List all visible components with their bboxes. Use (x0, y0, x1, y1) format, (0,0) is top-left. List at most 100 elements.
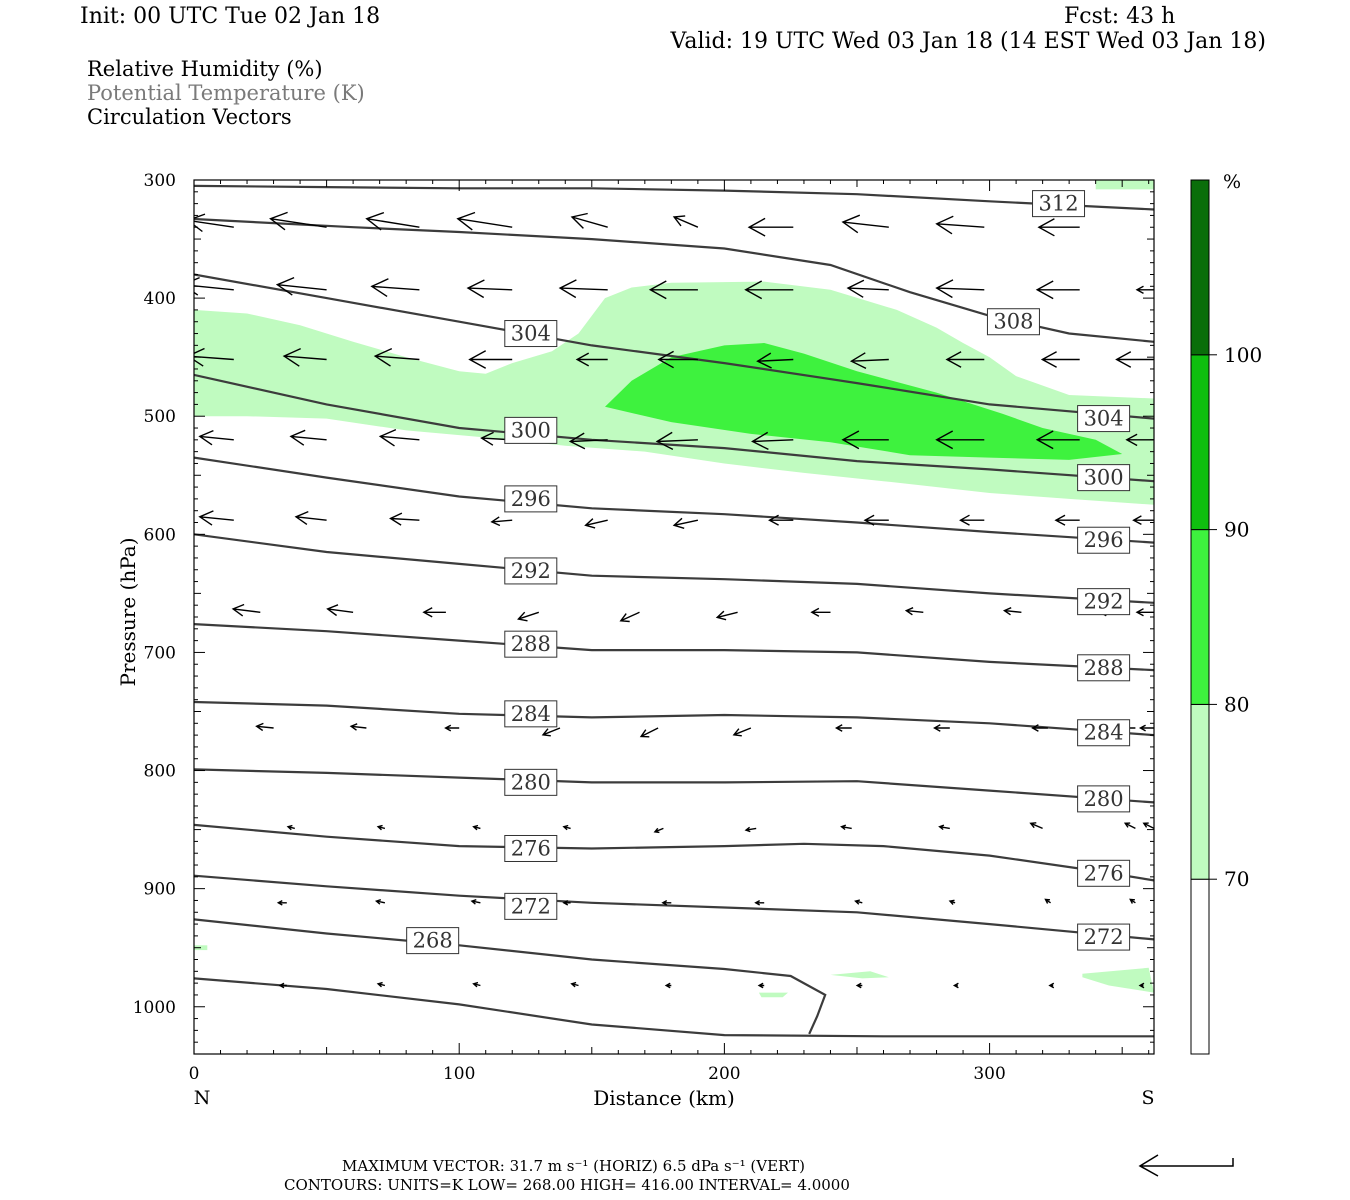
circulation-vector (289, 429, 327, 446)
circulation-vector (959, 514, 985, 526)
circulation-vector (672, 517, 699, 529)
circulation-vector (933, 724, 950, 732)
theta-label-292: 292 (1084, 590, 1124, 614)
colorbar-label: 90 (1224, 518, 1249, 542)
circulation-vector (422, 607, 446, 618)
circulation-vector (562, 824, 571, 831)
circulation-vector (1115, 351, 1154, 368)
x-end-label-north: N (194, 1087, 211, 1109)
circulation-vector (952, 982, 959, 989)
rh-region-80-1 (605, 343, 1123, 460)
circulation-vector (1029, 822, 1043, 830)
colorbar-segment (1190, 529, 1210, 705)
circulation-vector (349, 723, 367, 731)
theta-label-box-300 (1077, 464, 1131, 492)
theta-label-box-276 (1077, 859, 1131, 887)
circulation-vector (570, 981, 579, 988)
theta-label-box-280 (1077, 785, 1131, 813)
circulation-vector (194, 213, 234, 233)
theta-label-box-308 (986, 308, 1040, 336)
x-tick-label: 200 (708, 1064, 740, 1084)
y-axis-label: Pressure (hPa) (116, 538, 140, 687)
legend-circulation-vectors: Circulation Vectors (87, 105, 292, 129)
circulation-vector (282, 347, 327, 367)
circulation-vector (945, 351, 985, 368)
y-tick-label: 400 (144, 289, 176, 309)
x-tick-label: 300 (973, 1064, 1005, 1084)
circulation-vector (444, 724, 460, 732)
circulation-vector (664, 982, 672, 989)
circulation-vector (751, 431, 794, 451)
theta-contour-284 (194, 700, 1154, 737)
circulation-vector (849, 352, 889, 370)
theta-contour-296 (194, 456, 1154, 544)
colorbar-segment (1190, 878, 1210, 1055)
theta-label-272: 272 (1084, 925, 1124, 949)
circulation-vector (715, 610, 738, 621)
theta-label-292: 292 (511, 559, 551, 583)
rh-region-70-3 (758, 992, 788, 998)
circulation-vector (661, 899, 672, 906)
circulation-vector (648, 280, 698, 300)
theta-label-284: 284 (1084, 721, 1124, 745)
valid-time: Valid: 19 UTC Wed 03 Jan 18 (14 EST Wed … (670, 29, 1266, 54)
theta-contour-288 (194, 623, 1154, 672)
circulation-vector (470, 899, 481, 905)
theta-contour-312 (194, 184, 1154, 211)
theta-label-box-280 (504, 768, 558, 796)
theta-label-box-296 (504, 485, 558, 513)
circulation-vector (490, 516, 513, 527)
circulation-vector (1125, 433, 1154, 447)
circulation-vector (810, 607, 831, 617)
circulation-vector (1054, 514, 1080, 526)
circulation-vector (373, 347, 420, 367)
legend-relative-humidity: Relative Humidity (%) (87, 57, 323, 81)
circulation-vector (370, 278, 420, 297)
circulation-vector (1002, 607, 1022, 616)
circulation-vector (1123, 822, 1136, 830)
y-tick-label: 800 (144, 762, 176, 782)
circulation-vector (854, 899, 863, 905)
theta-label-box-288 (1077, 654, 1131, 682)
circulation-vector (1135, 608, 1154, 617)
plot-content (194, 180, 1154, 1038)
x-axis-label: Distance (km) (593, 1086, 735, 1110)
circulation-vector (1132, 515, 1154, 526)
contours-info-text: CONTOURS: UNITS=K LOW= 268.00 HIGH= 416.… (284, 1176, 850, 1194)
y-tick-label: 700 (144, 643, 176, 663)
theta-contour-272 (194, 874, 1154, 941)
circulation-vector (570, 212, 608, 229)
theta-label-272: 272 (511, 894, 551, 918)
circulation-vector (456, 211, 513, 231)
circulation-vector (863, 514, 889, 526)
circulation-vector (558, 279, 608, 299)
circulation-vector (655, 431, 698, 451)
circulation-vector (1031, 724, 1048, 732)
theta-contour-264 (194, 977, 1154, 1038)
circulation-vector (378, 428, 420, 447)
circulation-vector (768, 514, 794, 526)
circulation-vector (1044, 898, 1051, 904)
circulation-vector (841, 214, 889, 234)
colorbar-unit: % (1223, 171, 1241, 193)
theta-label-box-292 (504, 557, 558, 585)
theta-label-304: 304 (511, 322, 551, 346)
circulation-vector (1035, 280, 1080, 300)
circulation-vector (517, 611, 540, 622)
circulation-vector (376, 824, 386, 831)
circulation-vector (1129, 898, 1136, 904)
legend-potential-temperature: Potential Temperature (K) (87, 81, 365, 105)
circulation-vector (276, 899, 287, 906)
circulation-vector (275, 276, 327, 296)
rh-region-70-5 (1095, 180, 1154, 190)
theta-contour-280 (194, 768, 1154, 804)
circulation-vector (466, 279, 513, 299)
theta-label-box-272 (1077, 923, 1131, 951)
theta-label-280: 280 (511, 770, 551, 794)
y-tick-label: 600 (144, 525, 176, 545)
theta-label-280: 280 (1084, 787, 1124, 811)
circulation-vector (657, 350, 698, 369)
circulation-vector (194, 276, 234, 296)
circulation-vector (744, 826, 757, 833)
